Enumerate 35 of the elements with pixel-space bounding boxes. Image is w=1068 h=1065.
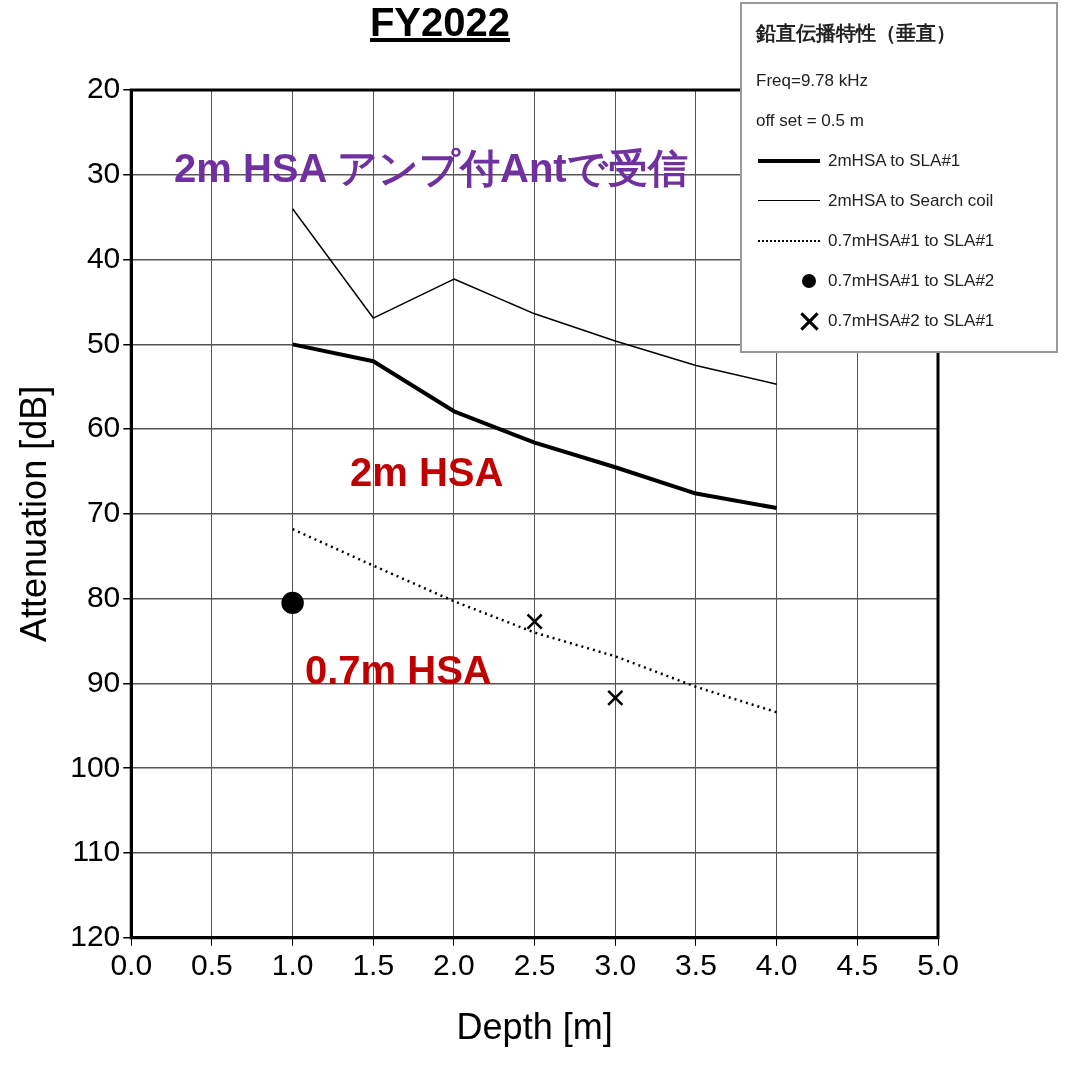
- x-tick-label: 0.5: [191, 948, 233, 982]
- x-tick-label: 5.0: [917, 948, 959, 982]
- legend-label: 2mHSA to Search coil: [828, 191, 994, 211]
- x-tick-label: 1.5: [352, 948, 395, 982]
- y-tick-label: 50: [86, 325, 121, 359]
- x-tick-label: 4.0: [755, 948, 798, 982]
- legend-label: 2mHSA to SLA#1: [828, 151, 961, 171]
- x-tick-label: 3.5: [675, 948, 717, 982]
- y-axis-title: Attenuation [dB]: [12, 385, 54, 642]
- legend-label: 0.7mHSA#1 to SLA#2: [828, 271, 995, 291]
- y-tick-label: 80: [86, 579, 121, 613]
- y-tick-label: 70: [86, 495, 121, 529]
- y-tick-label: 110: [72, 834, 121, 868]
- y-tick-label: 100: [70, 749, 121, 783]
- x-tick-label: 2.0: [433, 948, 475, 982]
- point: [526, 613, 543, 630]
- x-tick-label: 2.5: [513, 948, 556, 982]
- chart-title: FY2022: [368, 0, 512, 45]
- x-tick-label: 4.5: [836, 948, 879, 982]
- y-tick-label: 20: [86, 71, 121, 105]
- y-tick-label: 90: [86, 664, 121, 698]
- text: Freq=9.78 kHz: [756, 70, 869, 92]
- legend-title: 鉛直伝播特性（垂直）: [756, 21, 957, 46]
- point: [606, 689, 624, 707]
- point: [281, 591, 304, 615]
- x-tick-label: 3.0: [594, 948, 637, 982]
- x-axis-title: Depth [m]: [456, 1006, 613, 1048]
- legend-label: 0.7mHSA#2 to SLA#1: [828, 311, 995, 331]
- annotation: off set = 0.5 m: [756, 110, 865, 132]
- line-series: [291, 527, 778, 714]
- y-tick-label: 60: [86, 410, 121, 444]
- y-tick-label: 40: [86, 240, 121, 274]
- legend-label: 0.7mHSA#1 to SLA#1: [828, 231, 995, 251]
- y-tick-label: 30: [86, 156, 121, 190]
- x-tick-label: 1.0: [271, 948, 314, 982]
